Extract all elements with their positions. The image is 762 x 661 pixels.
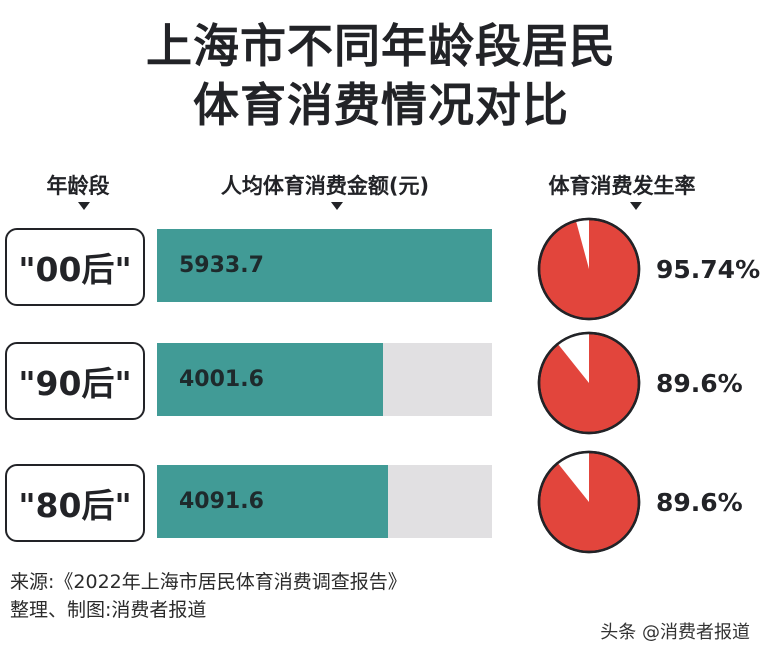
arrow-down-icon <box>78 202 90 210</box>
spending-bar-fill <box>157 229 492 302</box>
spending-bar-fill <box>157 343 383 416</box>
rate-pie-chart <box>537 217 641 321</box>
spending-bar-track: 4091.6 <box>157 465 492 538</box>
arrow-down-icon <box>331 202 343 210</box>
spending-bar-track: 4001.6 <box>157 343 492 416</box>
spending-bar-fill <box>157 465 389 538</box>
spending-value: 4001.6 <box>179 367 264 392</box>
spending-value: 4091.6 <box>179 489 264 514</box>
rate-value: 95.74% <box>656 255 761 284</box>
spending-bar-track: 5933.7 <box>157 229 492 302</box>
arrow-down-icon <box>630 202 642 210</box>
spending-value: 5933.7 <box>179 253 264 278</box>
age-label-00: "00后" <box>5 228 145 306</box>
age-label-80: "80后" <box>5 464 145 542</box>
rate-pie-chart <box>537 331 641 435</box>
rate-value: 89.6% <box>656 369 743 398</box>
title-line-1: 上海市不同年龄段居民 <box>146 19 616 73</box>
rate-value: 89.6% <box>656 488 743 517</box>
source-note: 来源:《2022年上海市居民体育消费调查报告》 <box>10 571 407 593</box>
column-header-age: 年龄段 <box>46 174 110 198</box>
column-header-spending: 人均体育消费金额(元) <box>220 174 430 198</box>
watermark: 头条 @消费者报道 <box>600 622 750 643</box>
credit-note: 整理、制图:消费者报道 <box>10 599 207 621</box>
column-header-rate: 体育消费发生率 <box>548 174 696 198</box>
age-label-90: "90后" <box>5 342 145 420</box>
rate-pie-chart <box>537 450 641 554</box>
title-line-2: 体育消费情况对比 <box>193 78 569 132</box>
